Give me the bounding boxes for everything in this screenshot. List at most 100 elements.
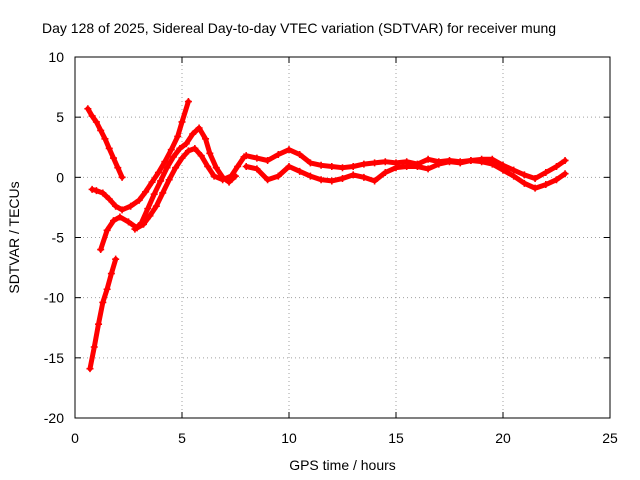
series-2-point: [161, 158, 169, 166]
series-3-point: [210, 172, 218, 180]
y-tick-label: 0: [56, 169, 64, 185]
series-3-point: [125, 218, 132, 226]
x-tick-label: 25: [602, 430, 618, 446]
series-1-point: [105, 144, 113, 152]
series-6-point: [371, 159, 379, 167]
series-4-point: [176, 144, 184, 152]
series-4-point: [189, 130, 197, 138]
series-7-point: [242, 163, 250, 171]
series-6-point: [424, 155, 432, 163]
series-4-point: [163, 164, 171, 172]
series-7-point: [467, 156, 475, 164]
series-7-point: [478, 158, 486, 166]
grid-lines: [75, 57, 610, 418]
series-7-point: [285, 163, 293, 171]
x-tick-label: 10: [281, 430, 297, 446]
series-6-point: [561, 156, 569, 164]
series-3-point: [234, 163, 242, 171]
series-2-point: [99, 189, 107, 197]
y-tick-label: 5: [56, 109, 64, 125]
series-4-point: [150, 190, 158, 198]
series-3-trace: [98, 146, 247, 252]
series-7-point: [296, 167, 304, 175]
series-7-point: [392, 164, 400, 172]
series-4-point: [144, 205, 152, 213]
series-7-point: [561, 170, 569, 178]
series-7-point: [339, 175, 346, 183]
series-4-point: [195, 124, 203, 132]
series-7-point: [435, 160, 443, 168]
series-3-point: [97, 246, 105, 254]
series-4-point: [225, 178, 233, 186]
series-3-point: [178, 154, 186, 162]
series-6-point: [317, 161, 325, 169]
series-6-point: [381, 158, 389, 166]
series-7-point: [360, 173, 368, 181]
series-7-point: [531, 184, 539, 192]
series-3-point: [110, 217, 118, 225]
y-tick-label: -15: [44, 350, 64, 366]
series-1-point: [92, 118, 100, 126]
y-axis-label: SDTVAR / TECUs: [6, 181, 22, 293]
series-2-point: [154, 169, 162, 177]
y-tick-label: 10: [48, 49, 64, 65]
series-7-point: [264, 176, 272, 184]
series-3-point: [116, 213, 124, 221]
series-6-point: [553, 163, 560, 171]
series-2-point: [178, 118, 186, 126]
series-3-point: [146, 212, 154, 220]
series-5-point: [112, 255, 120, 263]
series-4-point: [137, 219, 145, 227]
series-2-point: [88, 185, 96, 193]
series-6-point: [264, 156, 272, 164]
series-5-point: [99, 298, 107, 306]
series-3-point: [204, 163, 212, 171]
y-tick-label: -20: [44, 410, 64, 426]
chart-title: Day 128 of 2025, Sidereal Day-to-day VTE…: [42, 20, 556, 36]
series-2-point: [92, 187, 100, 195]
series-5-point: [107, 270, 115, 278]
series-6-point: [510, 166, 518, 174]
x-tick-label: 15: [388, 430, 404, 446]
series-6-point: [285, 146, 293, 154]
series-5-point: [103, 285, 111, 293]
series-7-point: [306, 172, 314, 180]
series-7-point: [520, 179, 528, 187]
series-6-point: [306, 159, 314, 167]
x-axis-label: GPS time / hours: [289, 457, 396, 473]
series-6-point: [520, 171, 528, 179]
series-6-point: [296, 150, 304, 158]
series-6-point: [542, 169, 550, 177]
series-5-point: [95, 320, 103, 328]
series-3-point: [152, 202, 160, 210]
series-7-point: [488, 160, 496, 168]
series-4-point: [212, 164, 220, 172]
series-7-point: [403, 163, 411, 171]
series-6-point: [253, 154, 261, 162]
series-3-point: [172, 164, 180, 172]
series-4-point: [232, 172, 239, 180]
series-7-point: [274, 172, 282, 180]
series-2-point: [118, 206, 126, 214]
series-1-point: [97, 126, 105, 134]
series-3-point: [159, 189, 167, 197]
series-2-point: [148, 178, 156, 186]
y-tick-label: -5: [52, 230, 65, 246]
series-4-point: [202, 135, 210, 143]
series-1-point: [84, 105, 92, 113]
series-7-point: [317, 176, 325, 184]
series-7-point: [371, 177, 379, 185]
series-7-point: [424, 165, 432, 173]
series-4-point: [169, 153, 177, 161]
series-4-point: [157, 177, 165, 185]
plot-frame: [74, 56, 611, 419]
series-3-point: [184, 147, 192, 155]
series-7-point: [542, 181, 550, 189]
series-6-point: [242, 152, 250, 160]
series-1-point: [101, 135, 109, 143]
series-7-point: [253, 165, 261, 173]
series-6-point: [339, 164, 346, 172]
series-7-point: [381, 169, 389, 177]
